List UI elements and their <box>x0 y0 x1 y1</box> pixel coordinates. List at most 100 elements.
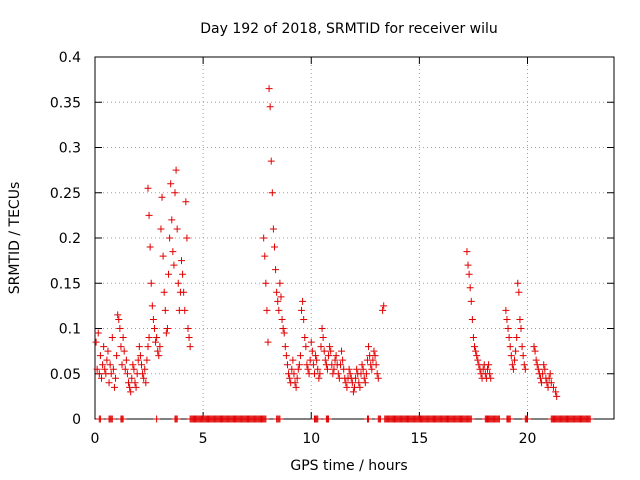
y-tick-labels: 0 0.05 0.1 0.15 0.2 0.25 0.3 0.35 0.4 <box>50 50 81 428</box>
data-point <box>156 343 164 351</box>
data-point <box>509 365 517 373</box>
data-point <box>321 356 329 364</box>
data-point <box>306 356 314 364</box>
data-point <box>520 361 528 369</box>
data-point <box>128 374 136 382</box>
data-point <box>183 234 191 242</box>
data-point <box>472 347 480 355</box>
data-point <box>465 270 473 278</box>
y-tick-label: 0.15 <box>50 276 81 292</box>
data-point <box>286 374 294 382</box>
data-point <box>312 352 320 360</box>
data-point <box>508 361 516 369</box>
data-point <box>99 361 107 369</box>
data-point <box>464 261 472 269</box>
data-point <box>272 266 280 274</box>
data-point <box>468 315 476 323</box>
data-point <box>372 361 380 369</box>
data-point <box>534 365 542 373</box>
data-point <box>348 379 356 387</box>
data-point <box>274 297 282 305</box>
data-point <box>338 347 346 355</box>
x-tick-label: 10 <box>302 431 320 447</box>
data-point <box>276 279 284 287</box>
data-point <box>502 306 510 314</box>
data-point <box>474 356 482 364</box>
data-point <box>516 315 524 323</box>
data-point <box>471 343 479 351</box>
data-point <box>172 166 180 174</box>
data-point <box>361 379 369 387</box>
x-tick-label: 15 <box>410 431 428 447</box>
data-point <box>141 365 149 373</box>
data-point <box>158 193 166 201</box>
y-tick-label: 0.4 <box>59 50 81 66</box>
data-point <box>380 302 388 310</box>
data-point <box>371 352 379 360</box>
data-point <box>137 361 145 369</box>
data-point <box>313 356 321 364</box>
data-point <box>159 252 167 260</box>
data-point <box>342 379 350 387</box>
data-point <box>185 334 193 342</box>
x-axis-label: GPS time / hours <box>290 458 407 474</box>
data-point <box>153 415 161 423</box>
data-point <box>295 361 303 369</box>
data-point <box>370 347 378 355</box>
data-point <box>369 356 377 364</box>
x-tick-label: 5 <box>199 431 208 447</box>
data-point <box>586 415 594 423</box>
data-point <box>319 334 327 342</box>
y-tick-label: 0.35 <box>50 95 81 111</box>
data-point <box>545 374 553 382</box>
data-point <box>483 365 491 373</box>
data-point <box>173 225 181 233</box>
data-point <box>299 297 307 305</box>
data-point <box>374 374 382 382</box>
data-point <box>108 334 116 342</box>
data-point <box>292 383 300 391</box>
data-point <box>166 234 174 242</box>
x-tick-label: 20 <box>519 431 537 447</box>
data-point <box>117 343 125 351</box>
data-point <box>169 248 177 256</box>
data-point <box>100 343 108 351</box>
data-point <box>281 343 289 351</box>
data-point <box>345 365 353 373</box>
data-point <box>130 365 138 373</box>
data-point <box>326 343 334 351</box>
data-point <box>518 343 526 351</box>
data-point <box>108 415 116 423</box>
data-point <box>290 370 298 378</box>
data-point <box>261 252 269 260</box>
data-point <box>301 334 309 342</box>
data-point <box>144 343 152 351</box>
data-point <box>103 356 111 364</box>
data-point <box>553 392 561 400</box>
data-point <box>276 415 284 423</box>
data-point <box>531 347 539 355</box>
data-point <box>334 370 342 378</box>
data-point <box>122 356 130 364</box>
data-point <box>519 352 527 360</box>
data-point <box>152 338 160 346</box>
data-point <box>265 85 273 93</box>
y-axis-label: SRMTID / TECUs <box>7 182 23 295</box>
data-point <box>325 415 333 423</box>
data-point <box>495 415 503 423</box>
data-point <box>293 374 301 382</box>
data-point <box>304 365 312 373</box>
data-point <box>129 361 137 369</box>
data-point <box>277 293 285 301</box>
data-point <box>150 325 158 332</box>
data-point <box>270 243 278 251</box>
data-point <box>131 379 139 387</box>
y-tick-label: 0.3 <box>59 141 81 157</box>
data-point <box>486 370 494 378</box>
data-point <box>157 225 165 233</box>
data-point <box>148 302 156 310</box>
data-point <box>283 361 291 369</box>
data-point <box>327 347 335 355</box>
data-point <box>147 279 155 287</box>
x-tick-label: 0 <box>91 431 100 447</box>
